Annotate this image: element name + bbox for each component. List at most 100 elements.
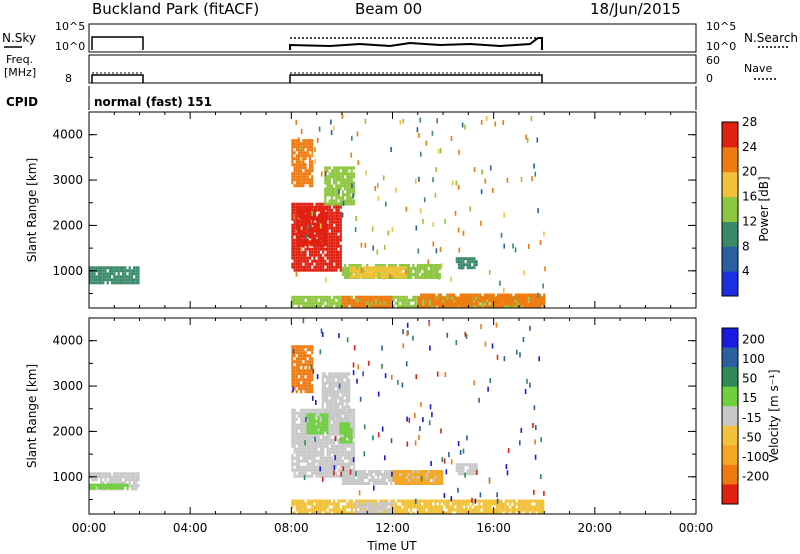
data-cell [297,369,301,373]
data-cell [424,296,427,300]
data-cell [326,413,329,417]
data-cell [337,450,340,454]
data-cell [399,508,402,512]
scatter-echo [321,332,324,337]
data-cell [412,273,415,276]
data-cell [306,420,309,424]
data-cell [291,502,294,506]
data-cell [528,502,532,506]
data-cell [370,473,373,476]
data-cell [319,447,323,451]
data-cell [319,474,323,478]
data-cell [319,304,323,308]
data-cell [293,414,296,418]
data-cell [324,456,327,460]
data-cell [380,272,383,276]
data-cell [291,142,294,146]
data-cell [461,296,464,300]
data-cell [489,502,492,506]
data-cell [339,172,342,176]
data-cell [333,444,336,448]
data-cell [458,499,461,503]
power-colorbar-frame [721,121,739,297]
data-cell [326,166,329,170]
data-cell [543,296,546,300]
data-cell [333,447,336,451]
data-cell [414,298,417,302]
data-cell [319,499,323,503]
data-cell [297,411,301,415]
data-cell [339,414,342,418]
data-cell [416,470,419,473]
data-cell [328,226,331,230]
data-cell [300,268,303,272]
data-cell [352,476,356,479]
data-cell [401,298,404,302]
data-cell [471,508,474,512]
data-cell [361,298,364,302]
data-cell [135,472,138,476]
data-cell [341,479,345,482]
scatter-echo [450,496,453,502]
data-cell [293,244,296,248]
data-cell [306,369,309,373]
data-cell [297,453,301,457]
data-cell [133,266,136,270]
data-cell [352,450,356,454]
data-cell [356,501,359,505]
data-cell [306,511,309,515]
data-cell [346,169,349,173]
data-cell [305,228,308,232]
data-cell [304,471,307,475]
data-cell [516,305,519,309]
data-cell [473,266,476,270]
data-cell [475,302,478,306]
data-cell [487,505,490,509]
data-cell [293,354,296,358]
data-cell [350,190,353,194]
data-cell [372,504,375,508]
data-cell [427,264,430,267]
data-cell [437,302,440,306]
data-cell [321,378,324,382]
data-cell [427,470,430,473]
data-cell [297,357,301,361]
data-cell [437,293,440,297]
data-cell [348,178,351,182]
data-cell [300,408,303,412]
data-cell [291,139,294,143]
data-cell [346,453,349,457]
data-cell [313,453,316,457]
data-cell [89,281,92,285]
data-cell [326,428,329,432]
data-cell [124,269,127,273]
data-cell [304,411,307,415]
data-cell [450,299,453,303]
scatter-echo [533,489,535,495]
data-cell [315,408,318,412]
data-cell [291,426,294,430]
data-cell [352,423,356,427]
data-cell [330,468,334,472]
data-cell [364,269,368,273]
data-cell [539,511,543,515]
scatter-echo [459,450,462,455]
y-tick-label: 2000 [52,218,83,232]
data-cell [328,456,331,460]
data-cell [339,262,342,266]
data-cell [471,511,474,515]
scatter-echo [530,116,533,122]
data-cell [293,241,296,245]
data-cell [350,459,353,463]
data-cell [534,302,537,306]
data-cell [304,508,307,512]
data-cell [354,507,357,511]
data-cell [337,238,340,242]
data-cell [351,266,354,270]
data-cell [304,435,307,439]
data-cell [333,429,336,433]
data-cell [295,450,298,454]
velocity-data-layer [89,318,545,515]
data-cell [345,372,349,376]
data-cell [524,502,527,506]
